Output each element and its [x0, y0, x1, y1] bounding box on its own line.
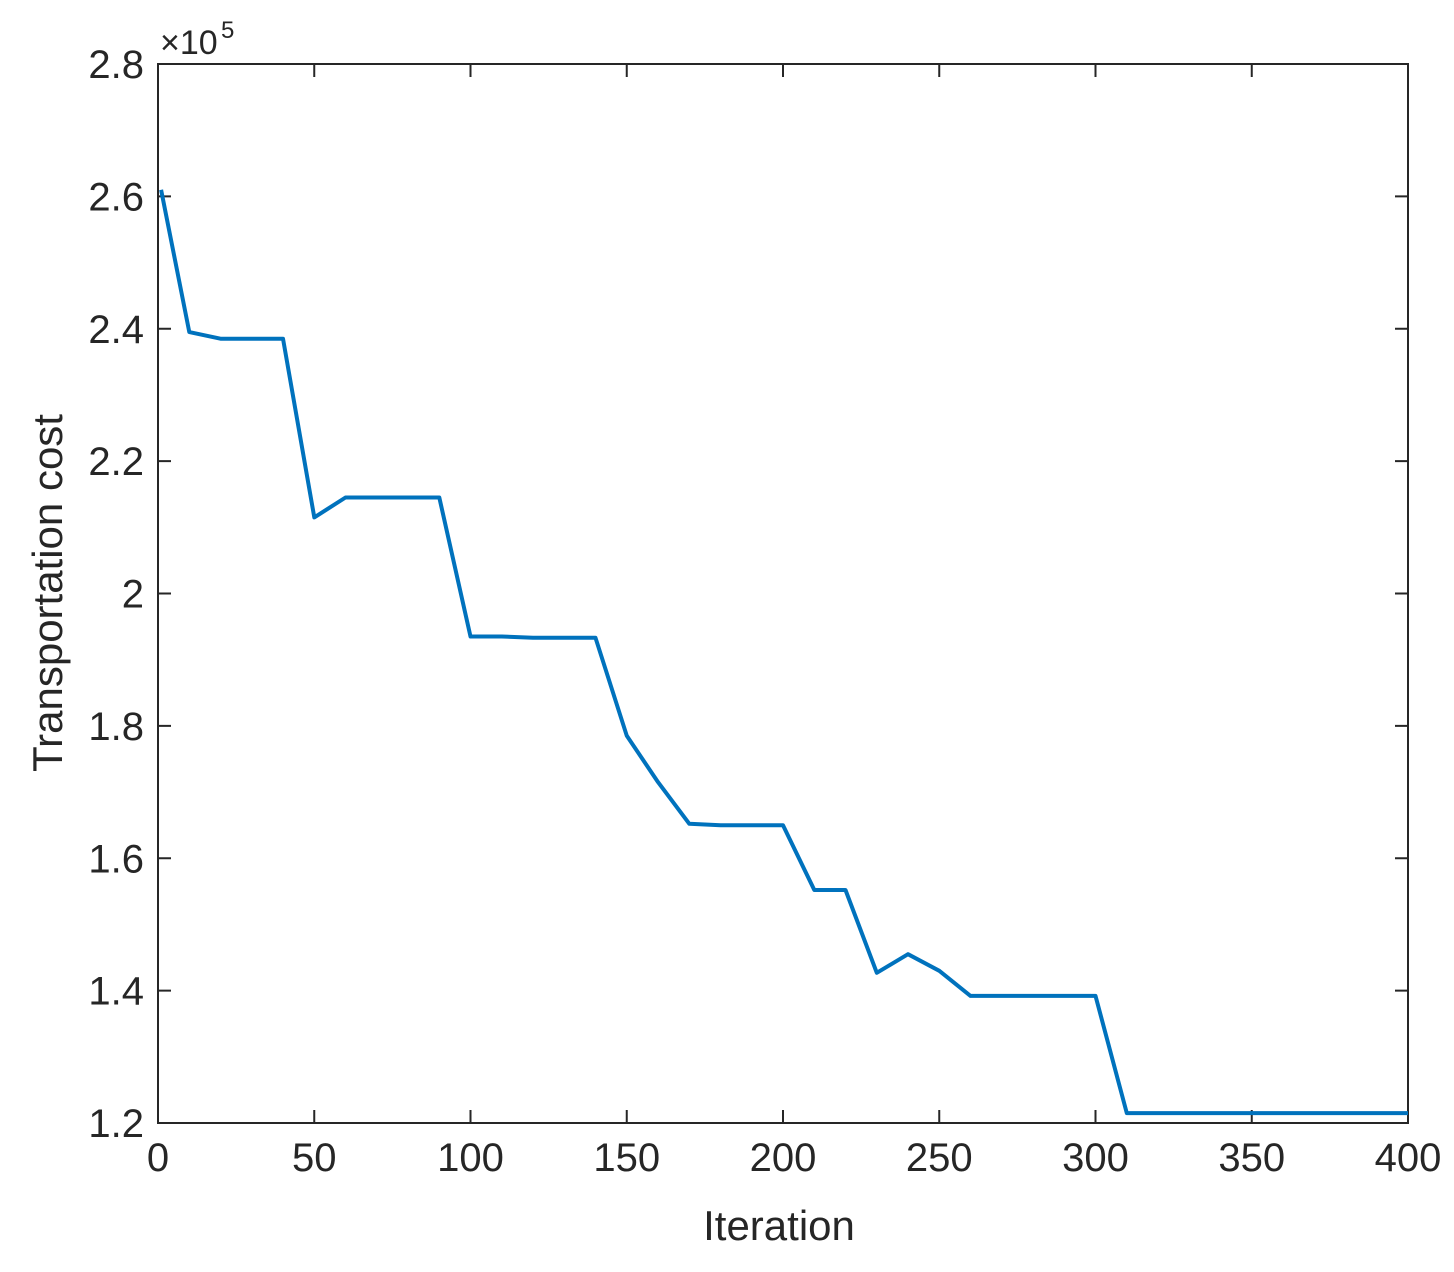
x-tick-label: 250: [906, 1136, 973, 1180]
y-tick-label: 2: [122, 573, 144, 617]
y-tick-label: 1.2: [88, 1102, 144, 1146]
y-axis-title: Transportation cost: [24, 414, 71, 772]
y-tick-label: 1.6: [88, 837, 144, 881]
x-tick-label: 150: [593, 1136, 660, 1180]
y-exponent-power: 5: [221, 17, 234, 44]
y-tick-label: 1.8: [88, 705, 144, 749]
x-tick-label: 50: [292, 1136, 337, 1180]
x-axis-ticks: 0 50 100 150 200 250 300 350 400: [147, 64, 1442, 1180]
plot-area: [157, 63, 1409, 1124]
x-tick-label: 400: [1375, 1136, 1442, 1180]
y-tick-label: 2.4: [88, 308, 144, 352]
x-tick-label: 100: [437, 1136, 504, 1180]
y-tick-label: 2.8: [88, 43, 144, 87]
y-tick-label: 2.2: [88, 440, 144, 484]
y-exponent-label: ×10: [160, 24, 218, 62]
y-tick-label: 2.6: [88, 175, 144, 219]
y-exponent: ×10 5: [160, 17, 234, 62]
y-axis-ticks: 1.2 1.4 1.6 1.8 2 2.2 2.4 2.6 2.8: [88, 43, 1408, 1146]
y-tick-label: 1.4: [88, 970, 144, 1014]
x-tick-label: 200: [750, 1136, 817, 1180]
series-line: [159, 189, 1408, 1116]
x-tick-label: 350: [1218, 1136, 1285, 1180]
x-tick-label: 0: [147, 1136, 169, 1180]
x-axis-title: Iteration: [703, 1202, 855, 1249]
x-tick-label: 300: [1062, 1136, 1129, 1180]
